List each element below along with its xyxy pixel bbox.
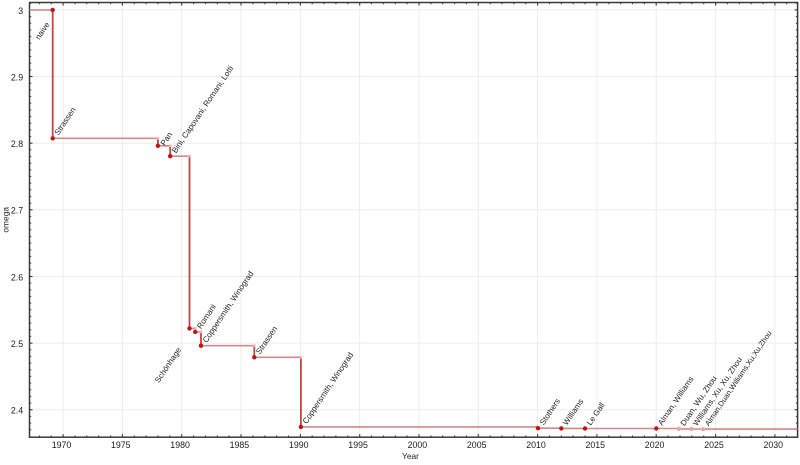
svg-text:2000: 2000 <box>408 440 428 450</box>
svg-text:2005: 2005 <box>467 440 487 450</box>
svg-text:2.9: 2.9 <box>11 72 23 82</box>
svg-text:2015: 2015 <box>586 440 606 450</box>
svg-text:1975: 1975 <box>111 440 131 450</box>
svg-text:2010: 2010 <box>526 440 546 450</box>
svg-text:2.7: 2.7 <box>11 206 23 216</box>
svg-text:2.8: 2.8 <box>11 139 23 149</box>
svg-text:1970: 1970 <box>52 440 72 450</box>
svg-text:2.5: 2.5 <box>11 339 23 349</box>
svg-text:Year: Year <box>402 451 419 460</box>
svg-text:1980: 1980 <box>170 440 190 450</box>
svg-text:1995: 1995 <box>348 440 368 450</box>
svg-text:2.4: 2.4 <box>11 406 23 416</box>
svg-text:omega: omega <box>1 207 11 233</box>
svg-text:2020: 2020 <box>645 440 665 450</box>
svg-text:2025: 2025 <box>704 440 724 450</box>
svg-text:1990: 1990 <box>289 440 309 450</box>
svg-text:3: 3 <box>18 6 23 16</box>
svg-text:1985: 1985 <box>230 440 250 450</box>
svg-text:2.6: 2.6 <box>11 272 23 282</box>
svg-text:2030: 2030 <box>764 440 784 450</box>
